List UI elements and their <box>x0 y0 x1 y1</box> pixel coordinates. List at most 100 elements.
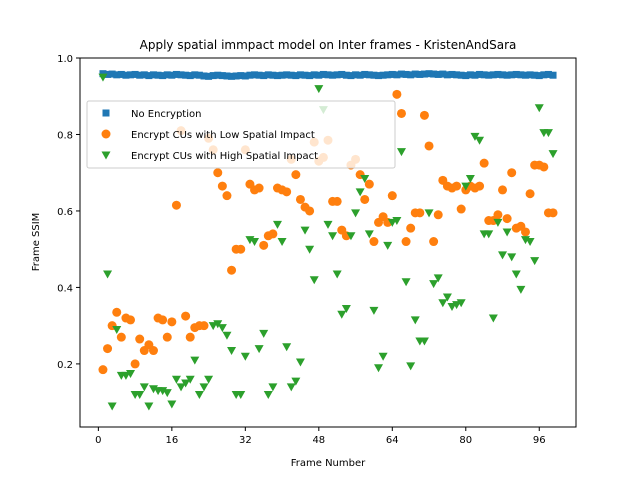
x-axis: 0 16 32 48 64 80 96 <box>95 427 546 446</box>
data-point <box>540 71 548 79</box>
legend-marker <box>101 151 111 160</box>
data-point <box>401 237 411 247</box>
y-axis-label: Frame SSIM <box>31 213 42 272</box>
data-point <box>525 238 535 247</box>
data-point <box>194 390 204 399</box>
data-point <box>122 71 130 79</box>
data-point <box>341 304 351 313</box>
data-point <box>158 315 168 325</box>
legend-label: No Encryption <box>131 109 201 120</box>
data-point <box>548 150 558 159</box>
data-point <box>342 71 350 79</box>
data-point <box>227 265 237 275</box>
data-point <box>241 72 249 80</box>
data-point <box>191 71 199 79</box>
data-point <box>475 181 485 191</box>
data-point <box>282 187 292 197</box>
data-point <box>168 71 176 79</box>
data-point <box>259 240 269 250</box>
data-point <box>471 71 479 79</box>
data-point <box>329 71 337 79</box>
data-point <box>332 270 342 279</box>
x-tick-label: 64 <box>386 435 399 446</box>
data-point <box>218 72 226 80</box>
y-tick-label: 1.0 <box>57 54 73 65</box>
data-point <box>127 71 135 79</box>
x-tick-label: 32 <box>239 435 252 446</box>
data-point <box>364 230 374 239</box>
data-point <box>475 136 485 145</box>
data-point <box>213 320 223 329</box>
data-point <box>144 402 154 411</box>
data-point <box>466 71 474 79</box>
data-point <box>273 72 281 80</box>
data-point <box>328 232 338 241</box>
data-point <box>457 71 465 79</box>
data-point <box>387 191 397 201</box>
data-point <box>429 280 439 289</box>
data-point <box>456 299 466 308</box>
data-point <box>185 375 195 384</box>
data-point <box>286 383 296 392</box>
data-point <box>407 71 415 79</box>
data-point <box>232 72 240 80</box>
data-point <box>531 71 539 79</box>
data-point <box>396 148 406 157</box>
legend-label: Encrypt CUs with Low Spatial Impact <box>131 130 315 141</box>
data-point <box>387 218 397 227</box>
data-point <box>484 230 494 239</box>
data-point <box>255 71 263 79</box>
data-point <box>159 72 167 80</box>
data-point <box>295 194 305 204</box>
data-point <box>217 181 227 191</box>
data-point <box>315 71 323 79</box>
legend-item: Encrypt CUs with Low Spatial Impact <box>101 129 315 141</box>
data-point <box>162 332 172 342</box>
data-point <box>465 174 475 183</box>
data-point <box>438 299 448 308</box>
data-point <box>139 383 149 392</box>
data-point <box>301 71 309 79</box>
data-point <box>135 390 145 399</box>
data-point <box>103 270 113 279</box>
data-point <box>502 228 512 237</box>
data-point <box>135 334 145 344</box>
y-tick-label: 0.8 <box>57 130 73 141</box>
data-point <box>204 375 214 384</box>
data-point <box>503 71 511 79</box>
data-point <box>148 346 158 356</box>
data-point <box>493 218 503 227</box>
data-point <box>393 71 401 79</box>
data-point <box>383 241 393 250</box>
data-point <box>246 71 254 79</box>
data-point <box>176 383 186 392</box>
data-point <box>323 220 333 229</box>
data-point <box>384 71 392 79</box>
legend-item: No Encryption <box>102 109 201 120</box>
data-point <box>419 110 429 120</box>
data-point <box>272 220 282 229</box>
data-point <box>452 301 462 310</box>
data-point <box>433 210 443 220</box>
data-point <box>236 390 246 399</box>
data-point <box>369 306 379 315</box>
data-point <box>452 181 462 191</box>
data-point <box>259 329 269 338</box>
data-point <box>185 332 195 342</box>
data-point <box>136 71 144 79</box>
data-point <box>287 71 295 79</box>
data-point <box>401 278 411 287</box>
data-point <box>392 217 402 226</box>
data-point <box>254 345 264 354</box>
chart-title: Apply spatial immpact model on Inter fra… <box>140 38 517 52</box>
data-point <box>416 70 424 78</box>
data-point <box>415 208 425 218</box>
data-point <box>430 70 438 78</box>
data-point <box>167 317 177 327</box>
x-axis-label: Frame Number <box>291 458 366 469</box>
data-point <box>332 196 342 206</box>
data-point <box>113 71 121 79</box>
data-point <box>213 168 223 178</box>
data-point <box>493 210 503 220</box>
legend-label: Encrypt CUs with High Spatial Impact <box>131 151 318 162</box>
